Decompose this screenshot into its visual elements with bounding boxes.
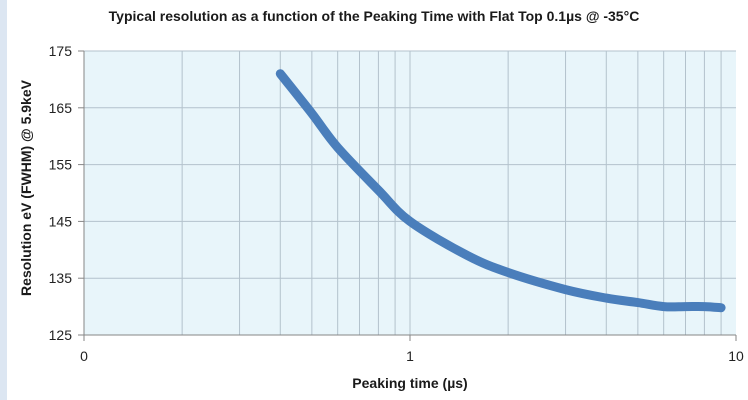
y-tick-label: 155 xyxy=(49,157,73,173)
series-line xyxy=(275,69,726,313)
data-point xyxy=(637,302,638,303)
x-tick-label: 10 xyxy=(728,348,744,364)
data-point xyxy=(467,255,468,256)
y-tick-label: 125 xyxy=(49,327,73,343)
data-point xyxy=(721,307,722,308)
data-point xyxy=(606,298,607,299)
data-point xyxy=(280,73,281,74)
left-edge-strip xyxy=(0,0,7,400)
y-tick-label: 145 xyxy=(49,213,73,229)
data-point xyxy=(311,113,312,114)
y-tick-label: 165 xyxy=(49,100,73,116)
y-tick-label: 175 xyxy=(49,43,73,59)
data-point xyxy=(685,306,686,307)
x-tick-label: 1 xyxy=(406,348,414,364)
x-axis-label: Peaking time (µs) xyxy=(352,375,468,391)
y-tick-label: 135 xyxy=(49,270,73,286)
chart-title: Typical resolution as a function of the … xyxy=(108,8,640,24)
data-point xyxy=(663,306,664,307)
data-point xyxy=(337,147,338,148)
data-point xyxy=(378,190,379,191)
data-point xyxy=(410,221,411,222)
data-point xyxy=(704,306,705,307)
data-point xyxy=(508,272,509,273)
data-point xyxy=(565,289,566,290)
x-tick-label: 0 xyxy=(80,348,88,364)
